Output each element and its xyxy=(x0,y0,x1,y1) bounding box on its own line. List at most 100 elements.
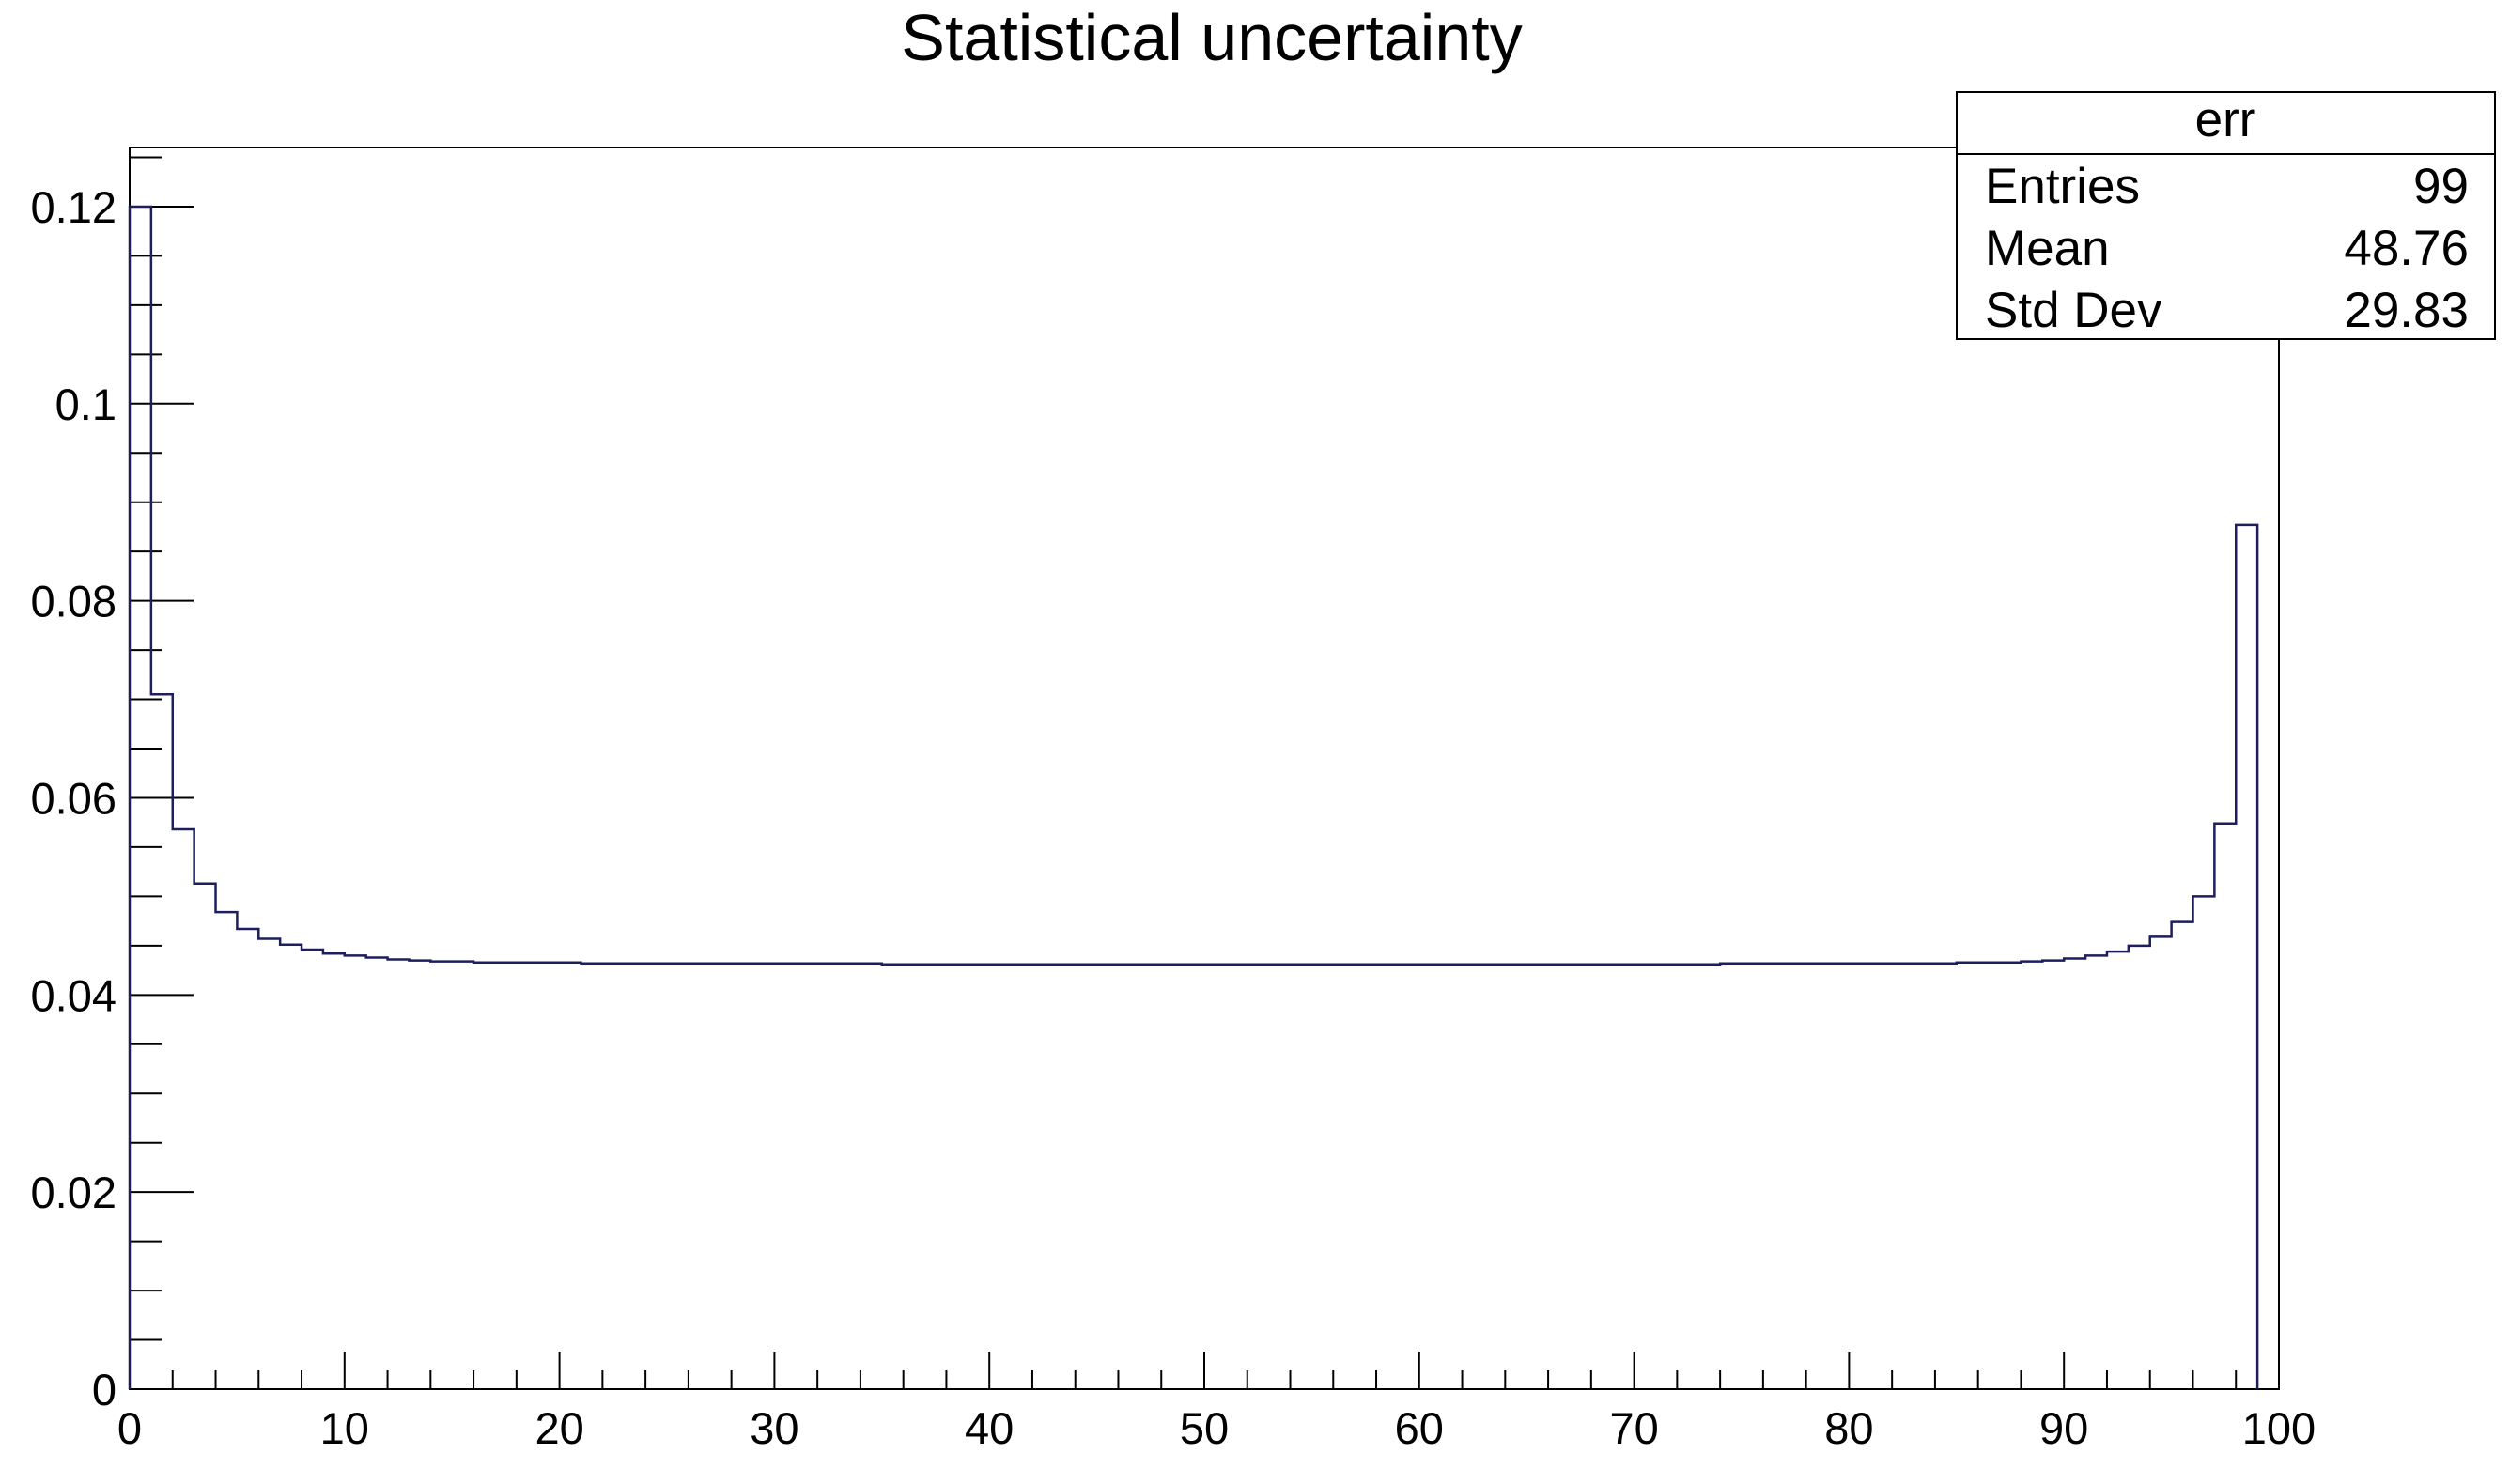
histogram-bin xyxy=(1483,965,1505,1389)
histogram-bin xyxy=(1054,965,1076,1389)
histogram-bin xyxy=(1291,965,1312,1389)
x-tick-label: 100 xyxy=(2242,1403,2316,1453)
histogram-bin xyxy=(2150,936,2172,1389)
histogram-bin xyxy=(1635,965,1656,1389)
histogram-bin xyxy=(1311,965,1333,1389)
x-tick-label: 10 xyxy=(320,1403,369,1453)
histogram-bin xyxy=(882,965,904,1389)
histogram-bin xyxy=(409,961,430,1389)
x-tick-label: 40 xyxy=(965,1403,1014,1453)
x-tick-label: 20 xyxy=(535,1403,583,1453)
histogram-bin xyxy=(2085,955,2107,1389)
y-tick-label: 0.1 xyxy=(55,379,116,429)
histogram-bin xyxy=(2172,922,2193,1389)
x-tick-label: 90 xyxy=(2039,1403,2088,1453)
histogram-bin xyxy=(1463,965,1484,1389)
histogram-bin xyxy=(1763,964,1785,1389)
stats-stddev-value: 29.83 xyxy=(2344,283,2469,338)
histogram-bin xyxy=(1333,965,1355,1389)
histogram-bin xyxy=(1870,964,1892,1389)
histogram-bin xyxy=(1957,963,1978,1389)
histogram-bin xyxy=(2214,824,2236,1389)
histogram-bin xyxy=(1419,965,1441,1389)
histogram-bins xyxy=(128,205,2259,1389)
stats-stddev-label: Std Dev xyxy=(1985,283,2162,338)
histogram-bin xyxy=(904,965,925,1389)
histogram-bin xyxy=(1978,963,2000,1389)
stats-box: err Entries 99 Mean 48.76 Std Dev 29.83 xyxy=(1956,91,2496,340)
histogram-bin xyxy=(388,960,410,1389)
histogram-bin xyxy=(1398,965,1419,1389)
histogram-bin xyxy=(452,962,473,1389)
histogram-bin xyxy=(1247,965,1269,1389)
x-tick-label: 30 xyxy=(750,1403,798,1453)
histogram-bin xyxy=(1677,965,1698,1389)
histogram-bin xyxy=(1935,964,1957,1389)
histogram-bin xyxy=(796,964,817,1389)
histogram-bin xyxy=(1097,965,1119,1389)
histogram-bin xyxy=(2107,951,2129,1389)
histogram-bin xyxy=(1892,964,1913,1389)
histogram-bin xyxy=(581,964,602,1389)
histogram-bin xyxy=(345,955,366,1389)
histogram-bin xyxy=(1269,965,1291,1389)
histogram-bin xyxy=(624,964,645,1389)
histogram-bin xyxy=(151,694,173,1389)
histogram-bin xyxy=(1226,965,1247,1389)
x-tick-label: 0 xyxy=(117,1403,142,1453)
chart-title: Statistical uncertainty xyxy=(901,1,1522,74)
histogram-bin xyxy=(194,884,216,1389)
histogram-bin xyxy=(2236,525,2257,1389)
histogram-bin xyxy=(366,957,388,1389)
y-tick-label: 0.06 xyxy=(31,773,116,823)
histogram-bin xyxy=(602,964,624,1389)
histogram-bin xyxy=(258,939,280,1389)
histogram-bin xyxy=(237,929,258,1389)
histogram-bin xyxy=(860,964,882,1389)
histogram-bin xyxy=(1505,965,1526,1389)
histogram-bin xyxy=(2192,896,2214,1389)
stats-entries-label: Entries xyxy=(1985,159,2140,214)
histogram-bin xyxy=(968,965,989,1389)
histogram-bin xyxy=(1913,964,1935,1389)
y-tick-label: 0 xyxy=(92,1365,116,1414)
histogram-bin xyxy=(1118,965,1139,1389)
y-tick-label: 0.04 xyxy=(31,970,116,1020)
histogram-bin xyxy=(1698,965,1720,1389)
histogram-bin xyxy=(946,965,968,1389)
stats-box-name: err xyxy=(2195,92,2256,147)
histogram-bin xyxy=(2021,962,2042,1389)
histogram-bin xyxy=(667,964,689,1389)
histogram-bin xyxy=(1742,964,1763,1389)
histogram-bin xyxy=(753,964,775,1389)
histogram-bin xyxy=(925,965,947,1389)
x-tick-label: 80 xyxy=(1824,1403,1873,1453)
histogram-bin xyxy=(538,963,560,1389)
histogram-bin xyxy=(1720,964,1742,1389)
x-tick-label: 70 xyxy=(1609,1403,1658,1453)
x-tick-label: 60 xyxy=(1395,1403,1444,1453)
histogram-bin xyxy=(2064,958,2085,1389)
stats-box-frame xyxy=(1956,91,2496,340)
x-tick-label: 50 xyxy=(1180,1403,1229,1453)
histogram-bin xyxy=(732,964,753,1389)
histogram-bin xyxy=(280,945,302,1389)
histogram-bin xyxy=(1139,965,1161,1389)
histogram-bin xyxy=(130,207,151,1389)
histogram-bin xyxy=(1011,965,1032,1389)
histogram-bin xyxy=(689,964,710,1389)
histogram-bin xyxy=(1655,965,1677,1389)
histogram-bin xyxy=(710,964,732,1389)
histogram-bin xyxy=(1785,964,1806,1389)
histogram-bin xyxy=(560,963,581,1389)
histogram-bin xyxy=(473,963,495,1389)
stats-mean-value: 48.76 xyxy=(2344,221,2469,276)
histogram-bin xyxy=(1161,965,1183,1389)
y-tick-label: 0.02 xyxy=(31,1167,116,1217)
histogram-bin xyxy=(323,953,345,1389)
histogram-bin xyxy=(1849,964,1870,1389)
histogram-bin xyxy=(774,964,796,1389)
histogram-bin xyxy=(645,964,667,1389)
histogram-bin xyxy=(2000,963,2022,1389)
histogram-bin xyxy=(1183,965,1204,1389)
